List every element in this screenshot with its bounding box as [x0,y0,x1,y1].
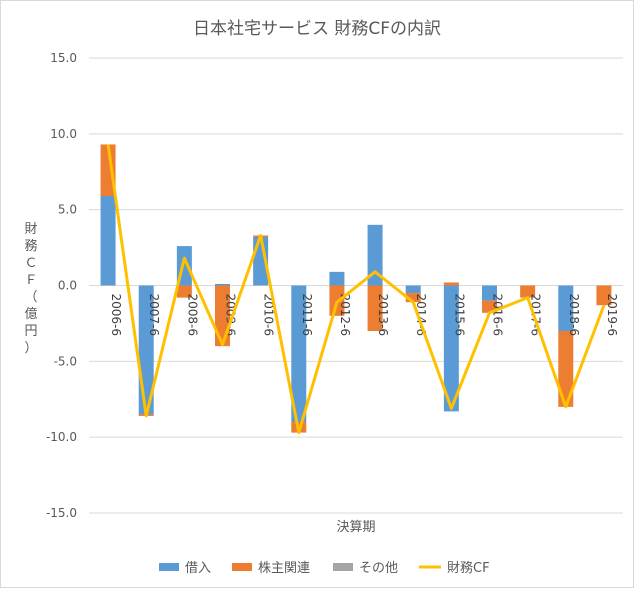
x-tick-label: 2018-6 [567,294,581,337]
legend-swatch-借入 [159,563,179,571]
y-tick-label: 10.0 [50,127,77,141]
legend-label-財務CF: 財務CF [447,561,490,576]
chart-title: 日本社宅サービス 財務CFの内訳 [193,19,441,39]
x-axis-ticks: 2006-6 2007-6 2008-6 2009-6 2010-6 2011-6 2012… [109,294,619,337]
x-axis-label: 決算期 [336,520,375,535]
y-axis-label-char: （ [24,290,37,305]
x-tick-label: 2006-6 [109,294,123,337]
x-tick-label: 2009-6 [224,294,238,337]
y-tick-label: 5.0 [58,203,77,217]
x-tick-label: 2017-6 [529,294,543,337]
x-tick-label: 2014-6 [414,294,428,337]
bar-借入-2018-6 [558,285,574,331]
bar-借入-2012-6 [329,271,345,286]
y-axis-label-char: 財 [24,222,37,237]
line-財務CF [106,144,606,435]
bar-借入-2006-6 [100,196,116,286]
y-tick-label: 15.0 [50,51,77,65]
line-series [106,144,606,435]
x-tick-label: 2015-6 [452,294,466,337]
y-axis-label: 財務ＣＦ （億円 ） [24,222,37,356]
legend-label-その他: その他 [359,561,398,576]
bar-株主関連-2019-6 [596,285,612,306]
x-tick-label: 2019-6 [605,294,619,337]
y-axis-label-char: 円 [24,324,37,339]
y-axis-label-char: Ｆ [24,273,37,288]
y-axis-ticks: 15.0 10.0 5.0 0.0 -5.0 -10.0 -15.0 [46,51,77,520]
legend-swatch-その他 [333,563,353,571]
bar-借入-2013-6 [367,224,383,286]
y-tick-label: -10.0 [46,430,77,444]
bar-借入-2009-6 [215,283,230,286]
bar-株主関連-2006-6 [100,144,116,197]
x-tick-label: 2007-6 [147,294,161,337]
y-tick-label: 0.0 [58,279,77,293]
legend-label-借入: 借入 [185,561,211,576]
bar-株主関連-2015-6 [443,282,459,286]
bar-借入-2011-6 [291,285,307,422]
x-tick-label: 2010-6 [262,294,276,337]
bar-借入-2016-6 [482,285,497,301]
legend-label-株主関連: 株主関連 [258,561,310,576]
x-tick-label: 2008-6 [185,294,199,337]
y-axis-label-char: 務 [24,239,37,254]
bar-借入-2015-6 [443,285,459,412]
bar-株主関連-2018-6 [558,331,574,407]
y-tick-label: -5.0 [54,354,77,368]
bar-株主関連-2017-6 [520,285,536,298]
y-axis-label-char: ） [24,341,37,356]
bar-株主関連-2013-6 [367,285,383,331]
x-tick-label: 2013-6 [376,294,390,337]
y-axis-label-char: 億 [24,306,37,322]
legend: 借入 株主関連 その他 財務CF [159,561,490,576]
bar-借入-2014-6 [405,285,421,294]
y-tick-label: -15.0 [46,506,77,520]
legend-swatch-株主関連 [232,563,252,571]
x-tick-label: 2011-6 [300,294,314,337]
x-tick-label: 2016-6 [491,294,505,337]
y-axis-label-char: Ｃ [24,256,37,271]
bar-株主関連-2014-6 [405,293,421,303]
x-tick-label: 2012-6 [338,294,352,337]
bar-株主関連-2008-6 [176,285,192,298]
